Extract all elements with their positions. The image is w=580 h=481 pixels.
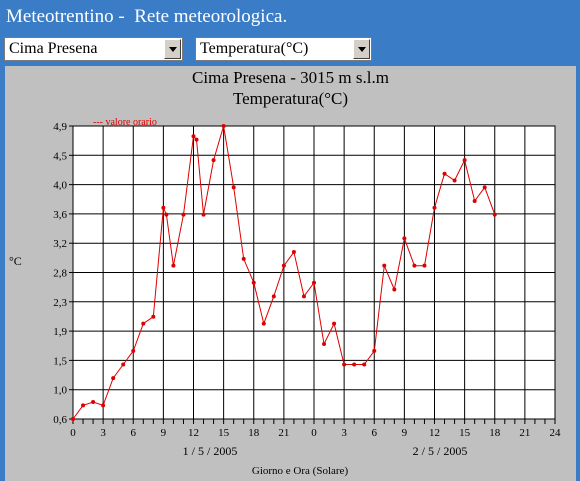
y-tick-label: 3,6 <box>53 209 67 221</box>
y-axis: 0,6 1,0 1,5 1,9 2,3 2,8 3,2 3,6 4,0 4,5 4,9 <box>53 121 73 426</box>
data-point <box>402 236 407 241</box>
y-tick-label: 0,6 <box>53 414 67 426</box>
station-select-value: Cima Presena <box>9 40 98 57</box>
data-point <box>352 362 357 367</box>
data-point <box>301 294 306 299</box>
x-tick-label: 3 <box>341 427 347 439</box>
x-tick-label: 18 <box>248 427 260 439</box>
y-tick-label: 2,8 <box>53 268 67 280</box>
data-point <box>271 294 276 299</box>
chart-title: Cima Presena - 3015 m s.l.m <box>192 68 389 87</box>
x-tick-label: 15 <box>459 427 471 439</box>
data-point <box>342 362 347 367</box>
station-select[interactable]: Cima Presena <box>4 37 183 61</box>
data-point <box>221 124 226 128</box>
data-point <box>71 417 75 421</box>
data-point <box>312 280 316 285</box>
data-point <box>442 171 447 176</box>
data-point <box>91 399 96 404</box>
y-axis-label: °C <box>9 254 22 268</box>
data-point <box>141 321 146 326</box>
data-point <box>201 212 206 217</box>
data-point <box>392 287 397 292</box>
data-point <box>191 134 196 139</box>
data-point <box>281 263 286 268</box>
legend-label: --- valore orario <box>93 117 157 128</box>
x-tick-label: 21 <box>278 427 289 439</box>
grid-lines <box>73 126 555 419</box>
x-tick-label: 0 <box>311 427 317 439</box>
y-tick-label: 1,5 <box>53 355 67 367</box>
chevron-down-icon[interactable] <box>164 39 181 59</box>
data-point <box>231 185 236 190</box>
data-point <box>181 212 186 217</box>
x-tick-label: 0 <box>70 427 76 439</box>
data-point <box>161 205 166 210</box>
y-tick-label: 2,3 <box>53 297 67 309</box>
data-point <box>164 212 169 217</box>
data-point <box>101 403 106 408</box>
y-tick-label: 4,0 <box>53 180 67 192</box>
chevron-down-icon[interactable] <box>353 39 370 59</box>
x-tick-label: 6 <box>131 427 137 439</box>
data-point <box>241 256 246 261</box>
chart-subtitle: Temperatura(°C) <box>232 89 349 108</box>
y-tick-label: 4,5 <box>53 150 67 162</box>
x-axis-label: Giorno e Ora (Solare) <box>252 465 349 477</box>
data-point <box>81 403 86 408</box>
series-valore-orario <box>71 124 497 421</box>
day-label-2: 2 / 5 / 2005 <box>413 444 468 458</box>
x-tick-label: 12 <box>429 427 440 439</box>
day-label-1: 1 / 5 / 2005 <box>183 444 238 458</box>
data-point <box>382 263 387 268</box>
x-tick-label: 12 <box>188 427 199 439</box>
x-tick-label: 9 <box>402 427 408 439</box>
data-point <box>412 263 417 268</box>
data-point <box>452 178 457 183</box>
x-tick-label: 21 <box>519 427 530 439</box>
y-tick-label: 4,9 <box>53 121 67 133</box>
data-point <box>332 321 337 326</box>
data-point <box>372 348 377 353</box>
app-title: Meteotrentino - Rete meteorologica. <box>6 6 288 27</box>
data-point <box>492 212 497 217</box>
x-tick-label: 6 <box>372 427 378 439</box>
data-point <box>482 185 487 190</box>
variable-select[interactable]: Temperatura(°C) <box>195 37 372 61</box>
x-tick-label: 24 <box>550 427 562 439</box>
data-point <box>171 263 176 268</box>
y-tick-label: 3,2 <box>53 238 67 250</box>
data-point <box>131 348 136 353</box>
y-tick-label: 1,9 <box>53 326 67 338</box>
variable-select-value: Temperatura(°C) <box>200 40 309 57</box>
data-point <box>322 342 327 347</box>
data-point <box>121 362 126 367</box>
data-point <box>462 158 467 163</box>
data-point <box>194 137 199 142</box>
data-point <box>432 205 437 210</box>
data-point <box>151 314 156 319</box>
x-tick-label: 18 <box>489 427 501 439</box>
data-point <box>251 280 256 285</box>
x-tick-label: 9 <box>161 427 167 439</box>
data-point <box>362 362 367 367</box>
data-point <box>111 376 116 381</box>
x-tick-label: 3 <box>100 427 106 439</box>
data-point <box>211 158 216 163</box>
data-point <box>291 250 296 255</box>
y-tick-label: 1,0 <box>53 385 67 397</box>
data-point <box>261 321 266 326</box>
x-axis: 0 3 6 9 12 15 18 21 0 3 6 9 12 15 18 21 24 <box>70 419 561 439</box>
data-point <box>472 198 477 203</box>
x-tick-label: 15 <box>218 427 230 439</box>
data-point <box>422 263 427 268</box>
